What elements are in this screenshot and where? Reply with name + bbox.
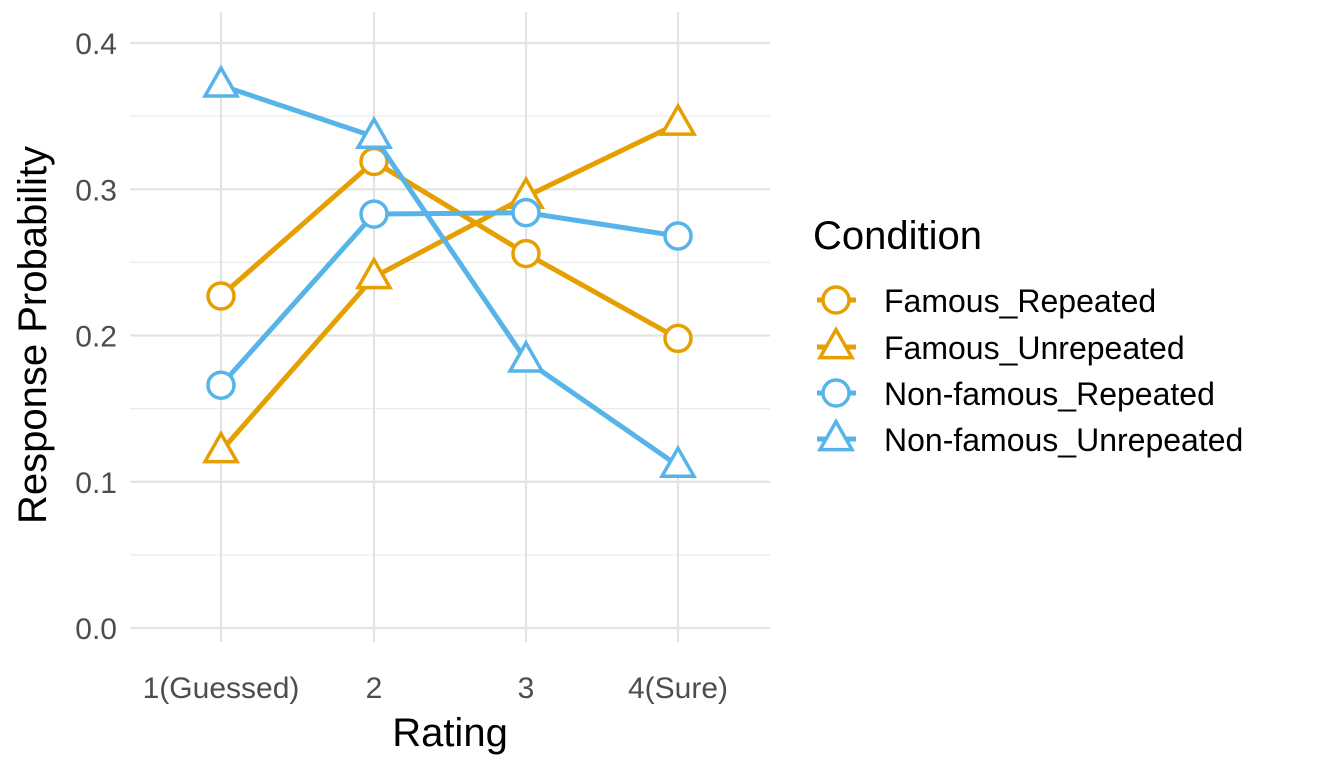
legend-label: Famous_Unrepeated [884, 330, 1185, 366]
y-tick-label: 0.0 [75, 613, 117, 646]
data-point [663, 323, 693, 354]
x-tick-label: 3 [518, 672, 535, 705]
y-tick-label: 0.4 [75, 28, 117, 61]
legend: Condition Famous_Repeated Famous_Unrepeat… [813, 214, 1243, 458]
data-point [201, 430, 241, 464]
legend-triangle-marker [816, 326, 856, 360]
legend-item: Non-famous_Repeated [817, 376, 1215, 412]
data-point [663, 221, 693, 251]
x-tick-label: 2 [366, 672, 383, 705]
x-axis-title: Rating [392, 711, 508, 755]
data-point [201, 64, 241, 98]
y-tick-label: 0.2 [75, 321, 117, 354]
data-point [506, 339, 546, 373]
data-point [206, 281, 236, 311]
data-point [658, 102, 698, 136]
legend-item: Famous_Repeated [817, 283, 1156, 319]
x-axis-ticks: 1(Guessed) 2 3 4(Sure) [143, 672, 728, 705]
data-point [359, 199, 389, 229]
y-tick-label: 0.1 [75, 467, 117, 500]
y-axis-title: Response Probability [11, 146, 55, 524]
series [201, 64, 698, 479]
legend-label: Famous_Repeated [884, 283, 1156, 319]
y-tick-label: 0.3 [75, 174, 117, 207]
data-point [511, 197, 541, 228]
series-famous-repeated [206, 146, 693, 354]
series-line [219, 158, 680, 341]
legend-item: Non-famous_Unrepeated [816, 418, 1243, 458]
y-axis-ticks: 0.0 0.1 0.2 0.3 0.4 [75, 28, 117, 646]
series-line [219, 121, 680, 453]
legend-label: Non-famous_Unrepeated [884, 422, 1243, 458]
series-non-famous-unrepeated [201, 64, 698, 479]
legend-title: Condition [813, 214, 982, 258]
legend-circle-marker [821, 378, 851, 408]
legend-circle-marker [821, 285, 851, 315]
data-point [206, 370, 236, 400]
x-tick-label: 1(Guessed) [143, 672, 300, 705]
legend-items: Famous_Repeated Famous_Unrepeated Non-famo… [816, 283, 1243, 458]
legend-triangle-marker [816, 418, 856, 452]
data-point [354, 115, 394, 149]
series-line [220, 83, 680, 468]
data-point [354, 256, 394, 290]
data-point [511, 238, 541, 269]
legend-item: Famous_Unrepeated [816, 326, 1185, 366]
legend-label: Non-famous_Repeated [884, 376, 1215, 412]
series-non-famous-repeated [206, 197, 693, 400]
data-point [658, 444, 698, 479]
series-line [219, 210, 679, 387]
x-tick-label: 4(Sure) [628, 672, 728, 705]
series-famous-unrepeated [201, 102, 698, 464]
